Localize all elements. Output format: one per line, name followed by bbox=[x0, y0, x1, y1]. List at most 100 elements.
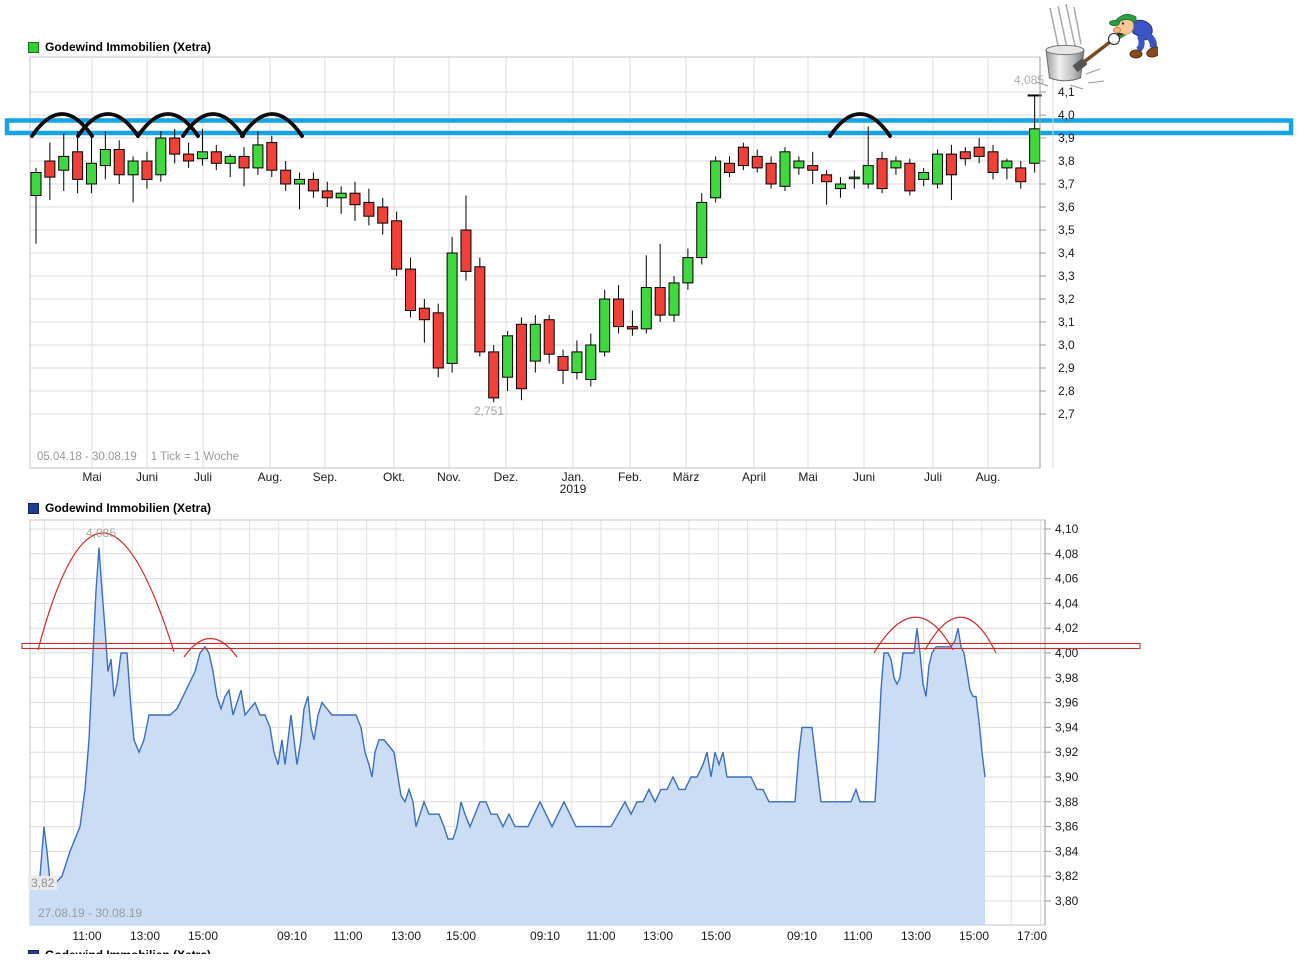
blue-band-annotation[interactable] bbox=[4, 118, 1294, 136]
bottom-chart-legend: Godewind Immobilien (Xetra) bbox=[28, 501, 211, 515]
candle-up bbox=[696, 201, 708, 259]
candle-up bbox=[502, 335, 514, 378]
axis-label: 3,9 bbox=[1058, 131, 1075, 145]
cut-legend-label: Godewind Immobilien (Xetra) bbox=[45, 948, 211, 954]
red-arc-annotation[interactable] bbox=[37, 532, 175, 653]
candle-down bbox=[987, 151, 999, 174]
axis-label: Nov. bbox=[437, 470, 461, 484]
axis-label: 2,8 bbox=[1058, 384, 1075, 398]
area-plot[interactable]: 4,10 4,08 4,06 4,04 4,02 4,00 3,98 3,96 3,94 3,92… bbox=[21, 519, 1141, 943]
black-arc-annotation[interactable] bbox=[828, 112, 892, 138]
candle-down bbox=[737, 146, 749, 167]
candle-up bbox=[127, 160, 139, 176]
black-arc-annotation[interactable] bbox=[181, 112, 245, 138]
last-price-label: 4,085 bbox=[1014, 73, 1045, 87]
candle-up bbox=[85, 162, 97, 185]
candle-down bbox=[945, 153, 957, 176]
candle-down bbox=[307, 178, 319, 192]
bucket-icon bbox=[1045, 44, 1085, 82]
axis-label: 11:00 bbox=[843, 929, 872, 943]
candle-up bbox=[599, 298, 611, 353]
black-arc-annotation[interactable] bbox=[136, 112, 200, 138]
axis-label: 3,3 bbox=[1058, 269, 1075, 283]
axis-label: 3,98 bbox=[1055, 671, 1079, 685]
axis-label: 3,82 bbox=[1055, 869, 1079, 883]
axis-label: 3,94 bbox=[1055, 720, 1079, 734]
axis-label: 4,02 bbox=[1055, 621, 1079, 635]
candle-down bbox=[44, 160, 56, 178]
axis-label: 4,08 bbox=[1055, 547, 1079, 561]
axis-label: 3,0 bbox=[1058, 338, 1075, 352]
bottom-chart-legend-label: Godewind Immobilien (Xetra) bbox=[45, 501, 212, 515]
candle-up bbox=[335, 192, 347, 199]
candle-up bbox=[1029, 128, 1041, 164]
axis-label: 11:00 bbox=[586, 929, 615, 943]
top-chart-legend-label: Godewind Immobilien (Xetra) bbox=[45, 40, 212, 54]
axis-label: Mai bbox=[82, 470, 101, 484]
candle-up bbox=[585, 344, 597, 380]
cut-off-legend: Godewind Immobilien (Xetra) bbox=[28, 948, 328, 954]
peak-price-label: 4,085 bbox=[86, 526, 117, 540]
axis-label: 3,7 bbox=[1058, 177, 1075, 191]
candle-down bbox=[973, 146, 985, 157]
candle-down bbox=[266, 142, 278, 171]
axis-label: 3,88 bbox=[1055, 795, 1079, 809]
candle-up bbox=[58, 155, 70, 171]
red-arc-annotation[interactable] bbox=[183, 638, 238, 658]
navy-series-marker-icon bbox=[28, 502, 39, 514]
axis-label: Juni bbox=[853, 470, 875, 484]
candle-up bbox=[529, 323, 541, 362]
candlestick-plot[interactable]: 4,1 4,0 3,9 3,8 3,7 3,6 3,5 3,4 3,3 3,2 3,1 3,0 2,9 2… bbox=[4, 56, 1294, 496]
axis-label: 15:00 bbox=[959, 929, 989, 943]
red-arc-annotation[interactable] bbox=[873, 616, 954, 654]
black-arc-annotation[interactable] bbox=[76, 112, 140, 138]
candle-up bbox=[710, 160, 722, 199]
candle-down bbox=[113, 149, 125, 176]
top-chart-tick-info: 1 Tick = 1 Woche bbox=[150, 451, 240, 463]
candle-down bbox=[432, 312, 444, 369]
axis-label: 3,84 bbox=[1055, 844, 1079, 858]
axis-label: 3,4 bbox=[1058, 246, 1075, 260]
candle-down bbox=[377, 206, 389, 224]
axis-label: Feb. bbox=[618, 470, 642, 484]
axis-label: Okt. bbox=[383, 470, 405, 484]
black-arc-annotation[interactable] bbox=[240, 112, 304, 138]
candle-down bbox=[363, 201, 375, 217]
red-arc-annotation[interactable] bbox=[924, 616, 997, 654]
candle-up bbox=[252, 144, 264, 169]
axis-label: 3,8 bbox=[1058, 154, 1075, 168]
axis-label: 13:00 bbox=[391, 929, 421, 943]
candle-up bbox=[862, 165, 874, 185]
candle-up bbox=[793, 160, 805, 169]
axis-label: 3,5 bbox=[1058, 223, 1075, 237]
candle-up bbox=[918, 172, 930, 180]
low-point-label: 2,751 bbox=[474, 404, 505, 418]
candle-down bbox=[654, 287, 666, 316]
axis-label: 3,6 bbox=[1058, 200, 1075, 214]
axis-label: 4,0 bbox=[1058, 108, 1075, 122]
candle-down bbox=[765, 162, 777, 185]
axis-label: 2019 bbox=[560, 482, 587, 496]
red-level-line-annotation[interactable] bbox=[21, 642, 1141, 650]
candle-down bbox=[613, 298, 625, 328]
candle-down bbox=[418, 307, 430, 321]
candle-up bbox=[834, 183, 846, 190]
candle-down bbox=[183, 153, 195, 162]
candle-down bbox=[321, 190, 333, 199]
axis-label: 13:00 bbox=[130, 929, 160, 943]
axis-label: 2,9 bbox=[1058, 361, 1075, 375]
candle-up bbox=[640, 287, 652, 330]
axis-label: 4,1 bbox=[1058, 85, 1075, 99]
area-fill bbox=[30, 547, 985, 925]
axis-label: 15:00 bbox=[701, 929, 731, 943]
candle-down bbox=[821, 174, 833, 183]
candle-up bbox=[571, 351, 583, 374]
candle-down bbox=[904, 162, 916, 192]
top-chart-period: 05.04.18 - 30.08.19 bbox=[37, 451, 137, 463]
axis-label: Jan. bbox=[562, 470, 585, 484]
start-price-label: 3,82 bbox=[28, 876, 58, 890]
candle-up bbox=[682, 257, 694, 284]
axis-label: 3,86 bbox=[1055, 820, 1079, 834]
